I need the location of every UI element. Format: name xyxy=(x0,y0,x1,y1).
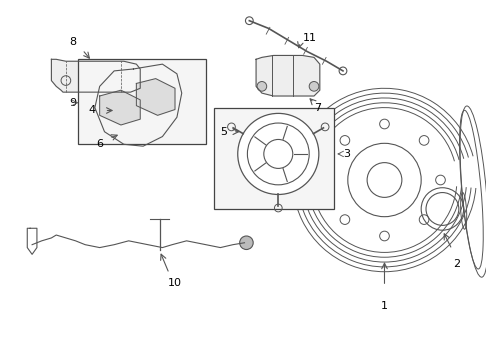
Polygon shape xyxy=(136,78,175,115)
Text: 1: 1 xyxy=(380,301,387,311)
Circle shape xyxy=(257,81,266,91)
Text: 6: 6 xyxy=(96,139,103,149)
Text: 2: 2 xyxy=(452,259,460,269)
FancyBboxPatch shape xyxy=(213,108,334,209)
Circle shape xyxy=(237,113,318,194)
Circle shape xyxy=(239,236,253,249)
Polygon shape xyxy=(100,90,140,125)
FancyBboxPatch shape xyxy=(78,59,205,144)
Text: 7: 7 xyxy=(313,103,321,113)
Text: 3: 3 xyxy=(342,149,349,159)
Text: 8: 8 xyxy=(69,37,76,47)
Text: 5: 5 xyxy=(219,127,226,137)
Text: 11: 11 xyxy=(303,33,317,43)
Polygon shape xyxy=(51,59,140,92)
Text: 9: 9 xyxy=(69,98,76,108)
Polygon shape xyxy=(256,55,319,96)
Text: 10: 10 xyxy=(168,278,182,288)
Circle shape xyxy=(308,81,318,91)
Text: 4: 4 xyxy=(88,105,95,116)
